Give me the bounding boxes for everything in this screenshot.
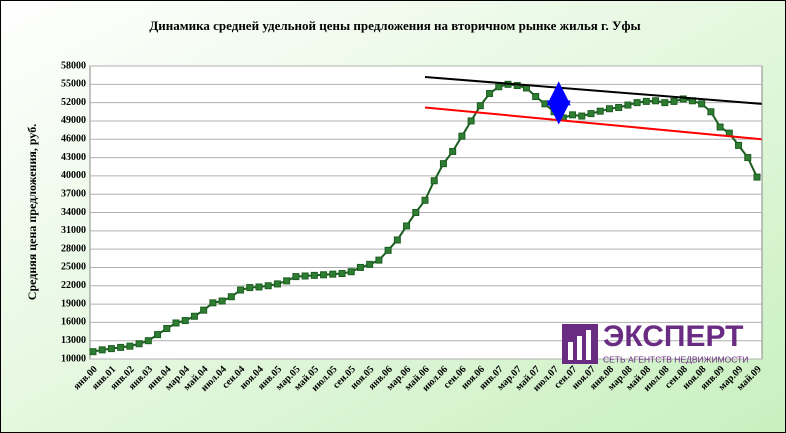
point [541, 100, 549, 108]
point [237, 286, 245, 294]
logo-name: ЭКСПЕРТ [603, 320, 743, 353]
point [264, 282, 272, 290]
point [273, 280, 281, 288]
point [163, 324, 171, 332]
y-tick-label: 10000 [61, 353, 86, 364]
trend-line [424, 106, 762, 141]
point [476, 102, 484, 110]
marks [89, 75, 762, 356]
point [421, 196, 429, 204]
point [384, 246, 392, 254]
point [292, 273, 300, 281]
chart-title: Динамика средней удельной цены предложен… [149, 18, 640, 33]
point [310, 271, 318, 279]
point [218, 297, 226, 305]
point [200, 306, 208, 314]
point [449, 147, 457, 155]
point [670, 97, 678, 105]
point [439, 160, 447, 168]
point [716, 123, 724, 131]
point [338, 270, 346, 278]
point [735, 141, 743, 149]
y-tick-label: 37000 [61, 188, 86, 199]
y-tick-label: 31000 [61, 225, 86, 236]
point [624, 101, 632, 109]
point [255, 283, 263, 291]
point [587, 110, 595, 118]
point [633, 99, 641, 107]
point [144, 337, 152, 345]
point [246, 284, 254, 292]
point [430, 177, 438, 185]
point [154, 331, 162, 339]
point [89, 348, 97, 356]
point [458, 132, 466, 140]
point [679, 95, 687, 103]
point [190, 312, 198, 320]
point [117, 343, 125, 351]
y-tick-label: 28000 [61, 243, 86, 254]
point [467, 117, 475, 125]
point [642, 97, 650, 105]
point [596, 107, 604, 115]
point [227, 293, 235, 301]
point [652, 97, 660, 105]
y-axis-label: Средняя цена предложения, руб. [25, 124, 39, 300]
y-tick-label: 58000 [61, 60, 86, 71]
point [569, 111, 577, 119]
point [532, 93, 540, 101]
logo: ЭКСПЕРТ СЕТЬ АГЕНТСТВ НЕДВИЖИМОСТИ [562, 320, 748, 364]
point [605, 105, 613, 113]
point [550, 108, 558, 116]
point [393, 236, 401, 244]
y-tick-label: 34000 [61, 207, 86, 218]
point [126, 342, 134, 350]
point [403, 222, 411, 230]
point [578, 112, 586, 120]
logo-icon [586, 330, 591, 360]
logo-icon [577, 336, 582, 360]
y-tick-label: 43000 [61, 152, 86, 163]
point [707, 108, 715, 116]
logo-tagline: СЕТЬ АГЕНТСТВ НЕДВИЖИМОСТИ [603, 354, 748, 364]
point [486, 89, 494, 97]
point [135, 340, 143, 348]
point [209, 299, 217, 307]
point [301, 272, 309, 280]
point [98, 346, 106, 354]
y-tick-label: 40000 [61, 170, 86, 181]
y-tick-label: 52000 [61, 97, 86, 108]
y-tick-label: 13000 [61, 335, 86, 346]
point [744, 154, 752, 162]
y-tick-label: 46000 [61, 134, 86, 145]
logo-icon [568, 342, 573, 360]
y-tick-label: 16000 [61, 317, 86, 328]
point [107, 345, 115, 353]
point [412, 209, 420, 216]
point [320, 271, 328, 279]
point [181, 317, 189, 325]
point [753, 173, 761, 181]
point [375, 256, 383, 264]
point [698, 100, 706, 108]
point [495, 83, 503, 91]
trend-line [424, 75, 762, 105]
point [329, 270, 337, 278]
y-tick-label: 22000 [61, 280, 86, 291]
point [366, 260, 374, 268]
point [172, 319, 180, 327]
y-tick-label: 49000 [61, 115, 86, 126]
point [347, 268, 355, 276]
y-tick-label: 55000 [61, 79, 86, 90]
y-tick-label: 25000 [61, 262, 86, 273]
y-tick-label: 19000 [61, 298, 86, 309]
point [661, 99, 669, 107]
point [283, 277, 291, 285]
point [356, 263, 364, 271]
point [615, 104, 623, 112]
